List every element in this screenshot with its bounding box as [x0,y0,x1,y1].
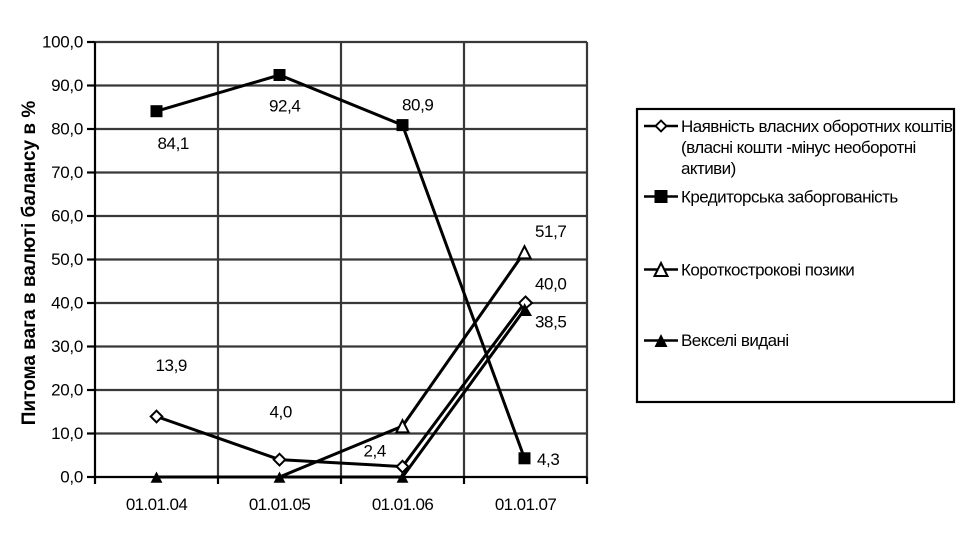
svg-text:84,1: 84,1 [158,134,190,153]
svg-text:70,0: 70,0 [51,163,83,182]
svg-text:80,0: 80,0 [51,120,83,139]
svg-text:активи): активи) [681,159,736,178]
svg-text:Короткострокові позики: Короткострокові позики [681,261,854,280]
svg-text:51,7: 51,7 [535,222,567,241]
svg-text:60,0: 60,0 [51,207,83,226]
svg-text:30,0: 30,0 [51,337,83,356]
svg-text:90,0: 90,0 [51,76,83,95]
svg-text:20,0: 20,0 [51,381,83,400]
svg-text:Наявність власних оборотних ко: Наявність власних оборотних коштів [681,117,953,136]
svg-text:Векселі видані: Векселі видані [681,331,789,350]
svg-text:13,9: 13,9 [156,356,188,375]
svg-text:4,3: 4,3 [537,450,559,469]
svg-text:40,0: 40,0 [535,275,567,294]
svg-text:Питома вага в валюті балансу в: Питома вага в валюті балансу в % [19,101,40,426]
svg-text:38,5: 38,5 [535,313,567,332]
svg-text:80,9: 80,9 [402,96,434,115]
svg-text:92,4: 92,4 [269,97,301,116]
svg-text:10,0: 10,0 [51,424,83,443]
svg-text:01.01.07: 01.01.07 [495,495,557,514]
svg-text:01.01.06: 01.01.06 [372,495,434,514]
svg-text:01.01.05: 01.01.05 [249,495,311,514]
svg-text:40,0: 40,0 [51,294,83,313]
svg-text:100,0: 100,0 [42,33,83,52]
svg-text:2,4: 2,4 [364,442,386,461]
svg-text:50,0: 50,0 [51,250,83,269]
svg-text:01.01.04: 01.01.04 [126,495,188,514]
svg-text:(власні кошти -мінус необоротн: (власні кошти -мінус необоротні [681,138,916,157]
svg-text:0,0: 0,0 [60,468,83,487]
svg-text:Кредиторська заборгованість: Кредиторська заборгованість [681,188,898,207]
svg-text:4,0: 4,0 [270,403,292,422]
